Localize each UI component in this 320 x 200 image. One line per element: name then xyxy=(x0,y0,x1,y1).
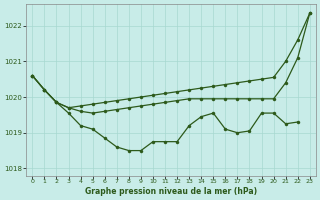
X-axis label: Graphe pression niveau de la mer (hPa): Graphe pression niveau de la mer (hPa) xyxy=(85,187,257,196)
